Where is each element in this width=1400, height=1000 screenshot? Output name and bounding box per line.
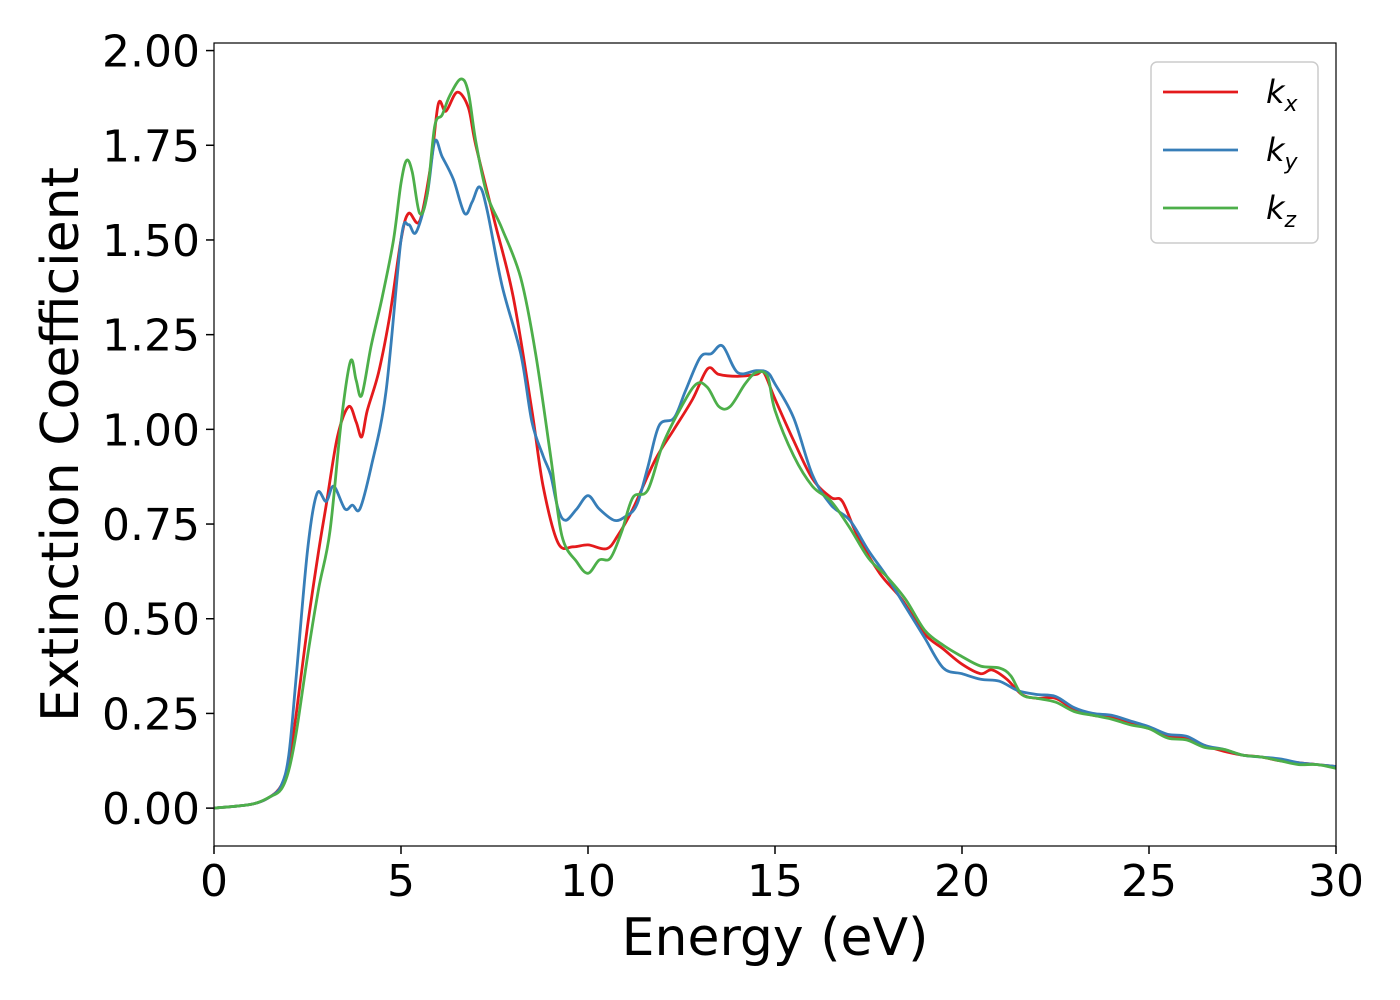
x-tick-label: 25 (1121, 856, 1177, 907)
legend-label-x: kx (1266, 73, 1299, 117)
legend-label-main: k (1266, 73, 1286, 111)
legend-label-main: k (1266, 189, 1286, 227)
series-line-y (214, 138, 1336, 810)
series-line-z (214, 77, 1336, 810)
y-tick-label: 0.50 (102, 595, 200, 646)
x-tick-label: 20 (934, 856, 990, 907)
plot-area (213, 42, 1337, 847)
x-tick-label: 10 (560, 856, 616, 907)
y-tick-label: 1.25 (102, 311, 200, 362)
y-tick-label: 0.75 (102, 500, 200, 551)
y-tick-label: 0.25 (102, 689, 200, 740)
y-axis: 0.00 0.25 0.50 0.75 1.00 1.25 1.50 1.75 2.00 (102, 27, 214, 835)
legend-label-subscript: y (1284, 150, 1299, 175)
y-tick-label: 0.00 (102, 784, 200, 835)
x-axis-title: Energy (eV) (622, 908, 929, 968)
y-tick-label: 2.00 (102, 27, 200, 78)
legend-label-main: k (1266, 131, 1286, 169)
legend-label-z: kz (1266, 189, 1297, 233)
y-axis-title: Extinction Coefficient (31, 167, 91, 722)
legend-box (1150, 61, 1319, 244)
x-tick-label: 30 (1308, 856, 1364, 907)
y-tick-label: 1.00 (102, 405, 200, 456)
series-layer (214, 77, 1336, 810)
x-axis: 0 5 10 15 20 25 30 (200, 846, 1364, 907)
y-tick-label: 1.50 (102, 216, 200, 267)
x-tick-label: 0 (200, 856, 228, 907)
legend-label-y: ky (1266, 131, 1299, 175)
x-tick-label: 5 (387, 856, 415, 907)
legend-label-subscript: x (1284, 92, 1299, 117)
x-tick-label: 15 (747, 856, 803, 907)
y-tick-label: 1.75 (102, 121, 200, 172)
legend-label-subscript: z (1284, 208, 1297, 233)
